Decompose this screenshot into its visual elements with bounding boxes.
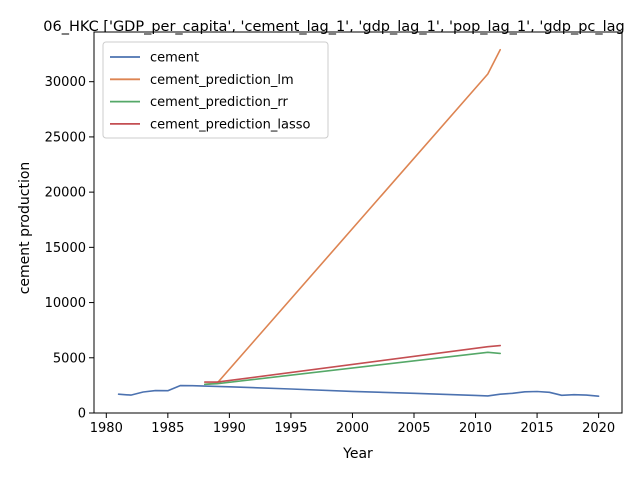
x-tick-label: 1995	[274, 421, 307, 436]
y-tick-label: 30000	[45, 75, 86, 90]
x-tick-label: 1985	[151, 421, 184, 436]
x-tick-label: 2020	[582, 421, 615, 436]
x-tick-label: 2010	[459, 421, 492, 436]
plot-frame	[93, 31, 623, 414]
x-axis-label: Year	[342, 446, 373, 462]
x-tick-label: 2005	[397, 421, 430, 436]
y-tick-label: 5000	[53, 351, 86, 366]
legend-label-cement-prediction-lasso: cement_prediction_lasso	[150, 117, 310, 132]
x-tick-label: 1980	[90, 421, 123, 436]
series-line-cement	[117, 384, 600, 398]
legend: cement cement_prediction_lm cement_predict…	[102, 41, 329, 139]
y-tick-label: 15000	[45, 241, 86, 256]
legend-label-cement: cement	[150, 51, 199, 66]
chart-title: 06_HKC ['GDP_per_capita', 'cement_lag_1'…	[43, 19, 625, 35]
series-line-cement-prediction-rr	[204, 351, 502, 386]
y-tick-label: 20000	[45, 186, 86, 201]
x-tick-label: 2000	[336, 421, 369, 436]
y-tick-label: 25000	[45, 130, 86, 145]
legend-label-cement-prediction-rr: cement_prediction_rr	[150, 95, 288, 110]
y-tick-label: 0	[78, 407, 86, 422]
x-tick-label: 1990	[213, 421, 246, 436]
series-line-cement-prediction-lasso	[204, 344, 502, 383]
x-tick-label: 2015	[521, 421, 554, 436]
legend-label-cement-prediction-lm: cement_prediction_lm	[150, 73, 294, 88]
legend-box	[102, 41, 329, 139]
y-axis-label: cement production	[17, 162, 33, 295]
y-tick-label: 10000	[45, 296, 86, 311]
